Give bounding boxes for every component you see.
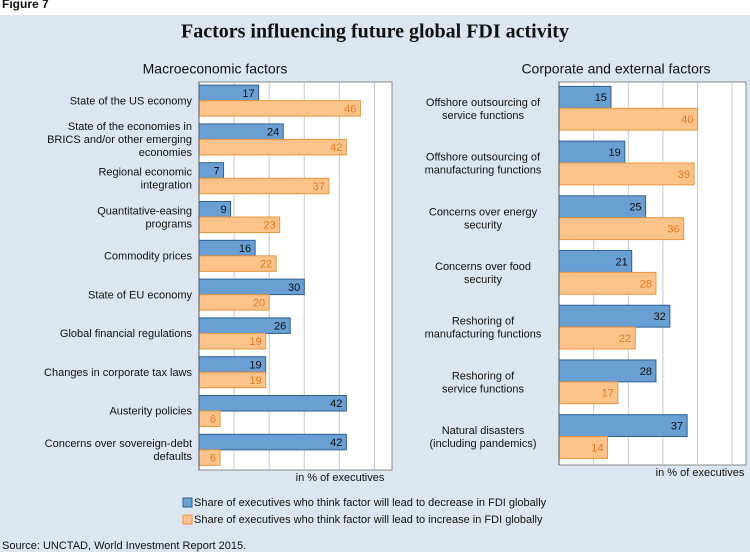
figure-label: Figure 7 — [2, 0, 49, 11]
value-label: 19 — [609, 147, 621, 159]
bar — [558, 217, 685, 241]
category-label: Austerity policies — [109, 406, 192, 418]
value-label: 21 — [615, 256, 627, 268]
x-axis-label: in % of executives — [296, 472, 385, 484]
bar — [198, 162, 225, 179]
bar — [558, 162, 695, 186]
legend-swatch — [182, 497, 193, 508]
value-label: 40 — [681, 114, 693, 126]
value-label: 24 — [267, 127, 279, 139]
value-label: 37 — [671, 421, 683, 433]
category-label: Changes in corporate tax laws — [44, 367, 192, 379]
value-label: 6 — [210, 414, 216, 426]
bar — [558, 107, 699, 131]
value-label: 16 — [239, 243, 251, 255]
value-label: 19 — [249, 336, 261, 348]
bar — [198, 433, 347, 451]
category-label: State of the economies in BRICS and/or ot… — [47, 121, 192, 159]
value-label: 19 — [249, 375, 261, 387]
category-label: Reshoring of service functions — [442, 370, 524, 395]
value-label: 30 — [288, 282, 300, 294]
bar — [558, 414, 688, 438]
bar — [198, 177, 330, 195]
value-label: 42 — [330, 437, 342, 449]
value-label: 46 — [344, 103, 356, 115]
panel-subtitle: Corporate and external factors — [521, 61, 710, 77]
value-label: 42 — [330, 398, 342, 410]
value-label: 9 — [220, 204, 226, 216]
bar — [198, 395, 347, 412]
value-label: 17 — [602, 388, 614, 400]
value-label: 17 — [242, 88, 254, 100]
value-label: 37 — [313, 181, 325, 193]
value-label: 6 — [210, 452, 216, 464]
category-label: State of the US economy — [70, 95, 193, 107]
category-label: Global financial regulations — [60, 328, 193, 340]
value-label: 25 — [629, 202, 641, 214]
chart-title: Factors influencing future global FDI ac… — [181, 21, 569, 43]
value-label: 7 — [213, 165, 219, 177]
value-label: 32 — [654, 311, 666, 323]
value-label: 15 — [595, 92, 607, 104]
category-label: Concerns over energy security — [429, 206, 538, 231]
category-label: Regional economic integration — [98, 166, 192, 191]
category-label: Offshore outsourcing of service functions — [426, 97, 541, 122]
bar — [198, 100, 361, 117]
category-label: Concerns over sovereign-debt defaults — [45, 438, 193, 463]
legend-label: Share of executives who think factor wil… — [194, 514, 543, 526]
category-label: Concerns over food security — [435, 261, 531, 286]
value-label: 22 — [260, 258, 272, 270]
category-label: Offshore outsourcing of manufacturing fun… — [425, 151, 542, 176]
category-label: State of EU economy — [88, 289, 192, 301]
source: Source: UNCTAD, World Investment Report … — [2, 540, 246, 552]
value-label: 36 — [667, 224, 679, 236]
value-label: 19 — [249, 359, 261, 371]
value-label: 28 — [640, 366, 652, 378]
bar — [198, 138, 347, 156]
value-label: 26 — [274, 321, 286, 333]
value-label: 14 — [591, 442, 603, 454]
value-label: 28 — [640, 278, 652, 290]
category-label: Reshoring of manufacturing functions — [425, 316, 542, 341]
legend-swatch — [182, 514, 193, 525]
value-label: 20 — [253, 297, 265, 309]
value-label: 42 — [330, 142, 342, 154]
value-label: 22 — [619, 333, 631, 345]
value-label: 39 — [678, 169, 690, 181]
legend-label: Share of executives who think factor wil… — [194, 497, 547, 509]
category-label: Natural disasters (including pandemics) — [430, 425, 537, 450]
panel-subtitle: Macroeconomic factors — [143, 61, 288, 77]
category-label: Quantitative-easing programs — [97, 205, 192, 230]
category-label: Commodity prices — [104, 251, 193, 263]
x-axis-label: in % of executives — [656, 467, 745, 479]
value-label: 23 — [263, 220, 275, 232]
